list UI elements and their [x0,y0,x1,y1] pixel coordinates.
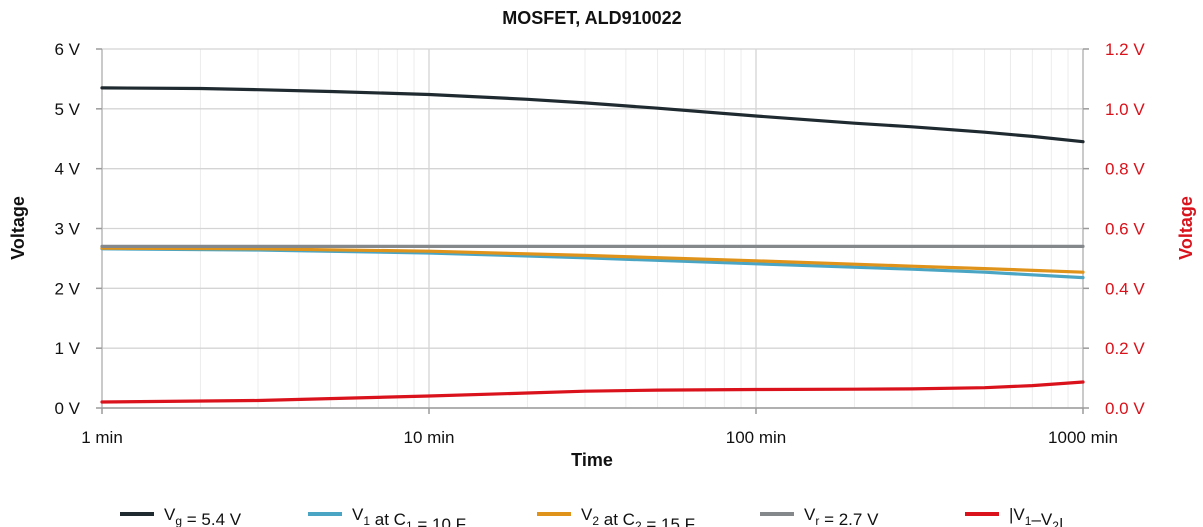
y-tick-label-left: 5 V [54,100,80,119]
series-line-v2 [100,246,1085,274]
y-axis-label-right: Voltage [1176,196,1196,260]
y-axis-label-left: Voltage [8,196,28,260]
y-tick-label-right: 0.0 V [1105,399,1145,418]
x-tick-label: 100 min [726,428,786,447]
series-line-v1 [100,247,1085,280]
y-tick-label-left: 1 V [54,339,80,358]
y-tick-label-left: 6 V [54,40,80,59]
y-tick-label-right: 0.2 V [1105,339,1145,358]
y-tick-label-right: 0.6 V [1105,220,1145,239]
series-line-vg [100,86,1085,144]
y-tick-label-left: 3 V [54,220,80,239]
legend-label-diff: |V1–V2| [1009,505,1063,527]
series-lines [100,86,1085,404]
legend-item-vg: Vg = 5.4 V [120,505,242,527]
x-tick-label: 10 min [403,428,454,447]
y-tick-label-right: 0.8 V [1105,160,1145,179]
y-tick-label-right: 0.4 V [1105,279,1145,298]
ticks: 0 V 1 V 2 V 3 V 4 V 5 V 6 V 0.0 V 0.2 V 0.4 V 0.6 … [54,40,1145,447]
y-tick-label-right: 1.0 V [1105,100,1145,119]
legend-label-v2: V2 at C2 = 15 F [581,505,695,527]
x-tick-label: 1000 min [1048,428,1118,447]
x-tick-label: 1 min [81,428,123,447]
y-tick-label-left: 4 V [54,160,80,179]
x-axis-label: Time [571,450,613,470]
y-tick-label-left: 2 V [54,279,80,298]
y-tick-label-right: 1.2 V [1105,40,1145,59]
legend-label-vg: Vg = 5.4 V [164,505,242,527]
legend: Vg = 5.4 V V1 at C1 = 10 F V2 at C2 = 15 F… [120,505,1063,527]
legend-label-vr: Vr = 2.7 V [804,505,879,527]
legend-item-vr: Vr = 2.7 V [760,505,879,527]
legend-item-v2: V2 at C2 = 15 F [537,505,695,527]
chart-title: MOSFET, ALD910022 [502,8,681,28]
legend-label-v1: V1 at C1 = 10 F [352,505,466,527]
legend-item-diff: |V1–V2| [965,505,1063,527]
legend-item-v1: V1 at C1 = 10 F [308,505,466,527]
y-tick-label-left: 0 V [54,399,80,418]
series-line-diff [100,380,1085,404]
